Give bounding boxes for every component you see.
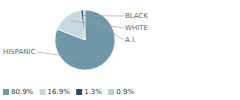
legend: 80.9% 16.9% 1.3% 0.9%: [3, 88, 134, 96]
pie: [55, 10, 115, 70]
leader-line: [70, 21, 124, 28]
leader-line: [84, 15, 124, 40]
legend-swatch: [3, 89, 9, 95]
legend-label: 80.9%: [11, 88, 34, 96]
chart: HISPANIC WHITE BLACK A.I. 80.9% 16.9% 1.3% 0.9%: [0, 0, 240, 100]
pie-slice: [83, 10, 85, 40]
leader-line: [37, 52, 99, 60]
slice-label: WHITE: [125, 24, 148, 32]
legend-swatch: [76, 89, 82, 95]
pie-slice: [57, 10, 85, 40]
pie-slice: [81, 10, 85, 40]
legend-swatch: [40, 89, 46, 95]
annotations: HISPANIC WHITE BLACK A.I.: [3, 12, 148, 60]
leader-line: [83, 15, 124, 16]
legend-label: 16.9%: [48, 88, 71, 96]
legend-label: 1.3%: [84, 88, 102, 96]
pie-slice: [55, 10, 115, 70]
legend-swatch: [108, 89, 114, 95]
legend-label: 0.9%: [116, 88, 134, 96]
slice-label: BLACK: [125, 12, 148, 20]
slice-label: A.I.: [125, 36, 136, 44]
slice-label: HISPANIC: [3, 48, 36, 56]
